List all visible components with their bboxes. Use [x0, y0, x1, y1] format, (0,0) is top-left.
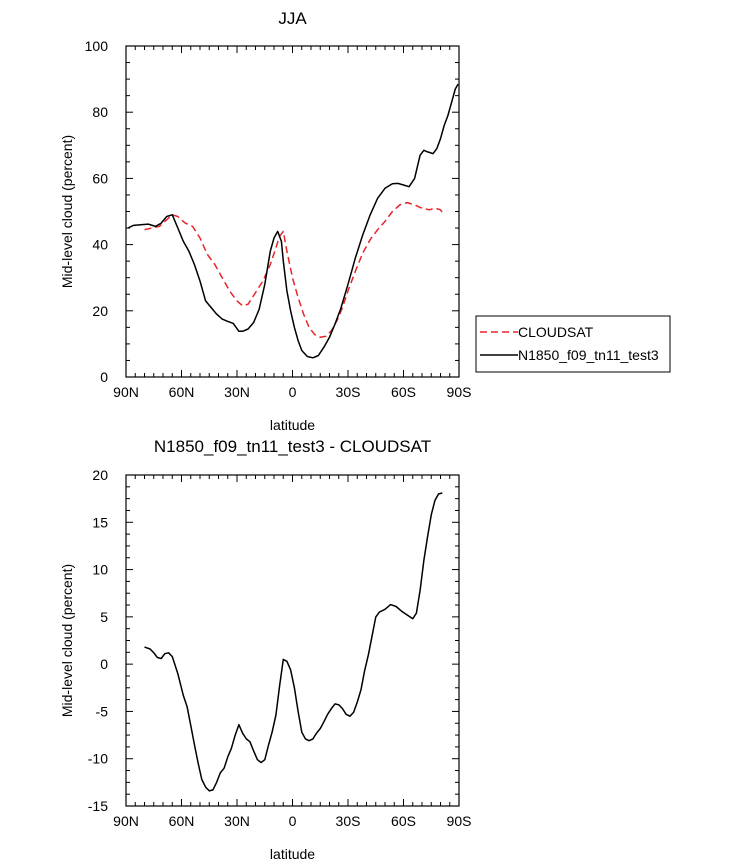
bottom-series-line-1: [144, 492, 443, 792]
bottom-x-tick-label: 0: [289, 813, 297, 829]
bottom-y-tick-label: 20: [92, 467, 108, 483]
top-y-tick-label: 60: [92, 170, 108, 186]
bottom-x-tick-label: 30S: [336, 813, 361, 829]
top-x-tick-label: 0: [289, 384, 297, 400]
top-x-axis-label: latitude: [270, 417, 315, 433]
bottom-x-tick-label: 60N: [169, 813, 195, 829]
bottom-y-tick-label: 5: [100, 609, 108, 625]
legend-label-2: N1850_f09_tn11_test3: [518, 347, 659, 363]
legend-box: [475, 315, 671, 373]
bottom-chart: N1850_f09_tn11_test3 - CLOUDSAT 90N 60N 30N…: [59, 437, 471, 862]
bottom-x-tick-label: 30N: [224, 813, 250, 829]
bottom-plot-frame: [125, 474, 460, 807]
bottom-y-tick-label: -10: [88, 751, 108, 767]
top-y-tick-label: 80: [92, 104, 108, 120]
top-y-tick-label: 20: [92, 303, 108, 319]
bottom-y-tick-label: 0: [100, 656, 108, 672]
top-x-tick-label: 60S: [391, 384, 416, 400]
top-y-axis-label: Mid-level cloud (percent): [59, 135, 75, 288]
top-y-tick-label: 0: [100, 369, 108, 385]
bottom-x-tick-label: 60S: [391, 813, 416, 829]
bottom-y-axis-label: Mid-level cloud (percent): [59, 564, 75, 717]
bottom-y-tick-label: -15: [88, 798, 108, 814]
bottom-x-axis-label: latitude: [270, 846, 315, 862]
top-chart-title: JJA: [278, 9, 307, 28]
bottom-chart-title: N1850_f09_tn11_test3 - CLOUDSAT: [154, 437, 431, 456]
bottom-y-tick-label: -5: [96, 703, 109, 719]
top-plot-frame: [125, 45, 460, 378]
legend: CLOUDSAT N1850_f09_tn11_test3: [475, 315, 671, 373]
bottom-y-tick-label: 15: [92, 514, 108, 530]
bottom-y-tick-label: 10: [92, 562, 108, 578]
legend-label-1: CLOUDSAT: [518, 324, 594, 340]
bottom-x-tick-label: 90N: [113, 813, 139, 829]
top-x-tick-label: 90S: [447, 384, 472, 400]
top-chart: JJA 90N 60N 30N 0 30S 60S 90S 0 20 40 60 80 100 latitu…: [59, 9, 671, 433]
top-x-tick-label: 60N: [169, 384, 195, 400]
top-series-line-1: [144, 201, 445, 339]
top-y-tick-label: 100: [85, 38, 109, 54]
top-x-tick-label: 30S: [336, 384, 361, 400]
bottom-x-tick-label: 90S: [447, 813, 472, 829]
top-series-line-2: [127, 83, 459, 359]
top-y-tick-label: 40: [92, 237, 108, 253]
top-x-tick-label: 90N: [113, 384, 139, 400]
top-x-tick-label: 30N: [224, 384, 250, 400]
